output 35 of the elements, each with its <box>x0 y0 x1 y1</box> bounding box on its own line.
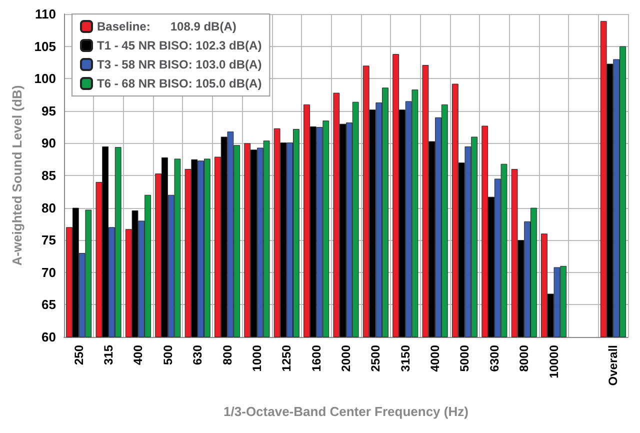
x-tick-label: 315 <box>102 344 116 366</box>
legend-label: Baseline: 108.9 dB(A) <box>97 20 236 34</box>
x-tick-label: 2000 <box>339 344 353 372</box>
x-tick-label: 3150 <box>398 344 412 372</box>
x-tick-label: 4000 <box>428 344 442 372</box>
y-axis-title: A-weighted Sound Level (dB) <box>9 85 24 266</box>
x-axis-title: 1/3-Octave-Band Center Frequency (Hz) <box>224 404 468 419</box>
y-tick-label: 65 <box>42 297 56 312</box>
x-tick-label: 5000 <box>458 344 472 372</box>
y-tick-label: 60 <box>42 330 56 344</box>
y-tick-label: 75 <box>42 232 56 248</box>
x-tick-label: 8000 <box>517 344 532 372</box>
legend-label: T6 - 68 NR BISO: 105.0 dB(A) <box>97 76 262 90</box>
x-tick-label: 1250 <box>280 344 294 372</box>
x-tick-label: 400 <box>131 344 146 366</box>
x-tick-label: 1000 <box>250 344 264 372</box>
y-tick-label: 85 <box>42 168 56 183</box>
y-tick-label: 90 <box>42 136 56 151</box>
y-tick-label: 105 <box>34 38 56 54</box>
y-tick-label: 70 <box>42 264 56 280</box>
y-tick-label: 100 <box>34 71 56 86</box>
legend-label: T3 - 58 NR BISO: 103.0 dB(A) <box>97 58 262 72</box>
x-tick-label: 250 <box>72 344 86 366</box>
y-tick-label: 80 <box>42 200 56 216</box>
x-tick-label: 10000 <box>546 344 561 378</box>
x-tick-label: 630 <box>190 344 205 366</box>
legend-label: T1 - 45 NR BISO: 102.3 dB(A) <box>97 38 262 52</box>
x-tick-label: 1600 <box>309 344 324 372</box>
x-tick-label: Overall <box>606 345 620 386</box>
x-tick-label: 6300 <box>487 344 502 372</box>
x-tick-label: 500 <box>160 344 175 366</box>
x-tick-label: 800 <box>220 344 234 366</box>
y-tick-label: 110 <box>35 6 56 22</box>
x-tick-label: 2500 <box>368 344 383 372</box>
y-tick-label: 95 <box>42 103 56 118</box>
